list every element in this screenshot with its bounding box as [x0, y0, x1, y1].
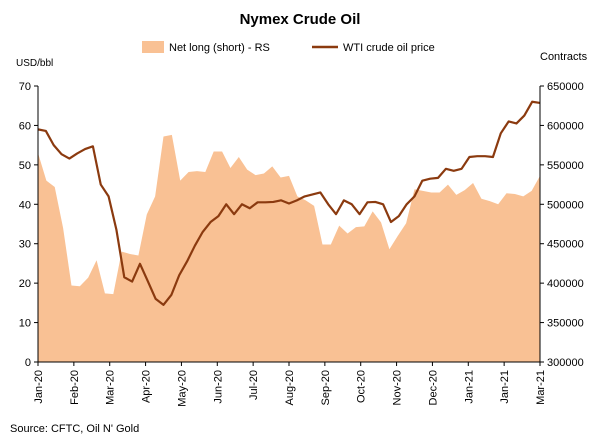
right-tick-label: 550000: [547, 160, 584, 172]
legend: Net long (short) - RS WTI crude oil pric…: [142, 41, 435, 54]
chart-title: Nymex Crude Oil: [240, 11, 361, 28]
left-tick-label: 10: [19, 318, 31, 330]
x-tick-label: Jan-21: [463, 370, 475, 404]
left-tick-label: 70: [19, 81, 31, 93]
legend-area-label: Net long (short) - RS: [169, 42, 270, 54]
source-note: Source: CFTC, Oil N' Gold: [10, 423, 139, 435]
left-tick-label: 0: [25, 357, 31, 369]
x-tick-label: Oct-20: [356, 370, 368, 403]
left-tick-label: 60: [19, 120, 31, 132]
x-tick-label: Jan-21: [499, 370, 511, 404]
legend-area-swatch: [142, 41, 164, 53]
left-tick-label: 20: [19, 278, 31, 290]
left-tick-label: 40: [19, 199, 31, 211]
x-tick-label: Mar-20: [105, 370, 117, 405]
x-tick-label: Jun-20: [212, 370, 224, 404]
right-tick-label: 500000: [547, 199, 584, 211]
x-tick-label: Apr-20: [141, 370, 153, 403]
left-tick-label: 50: [19, 160, 31, 172]
wti-price-line: [37, 100, 541, 306]
x-tick-label: Aug-20: [284, 370, 296, 405]
plot-area: 0 10 20 30 40 50 60 70 300000 350000 400000 450000 5…: [19, 81, 584, 407]
x-tick-label: Sep-20: [320, 370, 332, 405]
x-tick-label: May-20: [176, 370, 188, 407]
right-tick-label: 650000: [547, 81, 584, 93]
left-axis-unit: USD/bbl: [16, 58, 53, 69]
right-tick-label: 600000: [547, 120, 584, 132]
right-axis-unit: Contracts: [540, 51, 588, 63]
x-tick-label: Dec-20: [427, 370, 439, 405]
right-tick-label: 300000: [547, 357, 584, 369]
x-tick-label: Feb-20: [69, 370, 81, 405]
left-tick-label: 30: [19, 239, 31, 251]
x-tick-label: Jan-20: [33, 370, 45, 404]
right-tick-label: 400000: [547, 278, 584, 290]
legend-line-label: WTI crude oil price: [343, 42, 435, 54]
x-tick-label: Jul-20: [248, 370, 260, 400]
x-tick-label: Mar-21: [535, 370, 547, 405]
net-long-area: [38, 134, 540, 362]
right-tick-label: 450000: [547, 239, 584, 251]
x-tick-label: Nov-20: [392, 370, 404, 405]
right-tick-label: 350000: [547, 318, 584, 330]
